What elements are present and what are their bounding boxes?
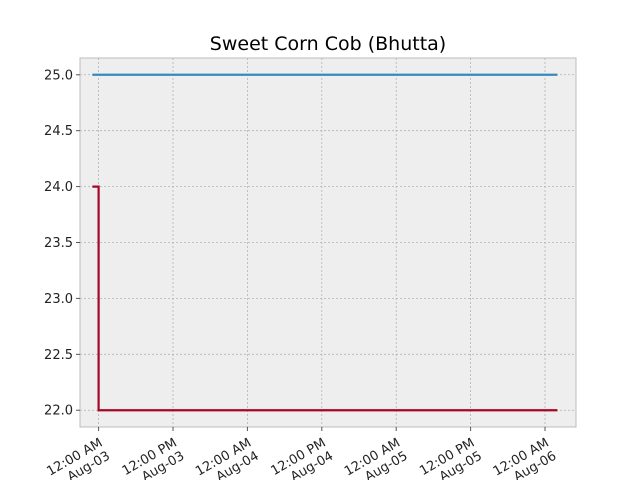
y-tick-label: 22.0 (44, 404, 73, 419)
series-lines (92, 73, 558, 412)
y-tick-label: 24.0 (44, 180, 73, 195)
y-tick-label: 23.0 (44, 292, 73, 307)
y-tick-label: 24.5 (44, 124, 73, 139)
series-line-2 (92, 185, 558, 412)
chart-title: Sweet Corn Cob (Bhutta) (210, 33, 446, 55)
y-tick-label: 23.5 (44, 236, 73, 251)
y-axis-ticks: 22.0 22.5 23.0 23.5 24.0 24.5 25.0 (44, 68, 80, 419)
y-tick-label: 22.5 (44, 348, 73, 363)
y-tick-label: 25.0 (44, 68, 73, 83)
